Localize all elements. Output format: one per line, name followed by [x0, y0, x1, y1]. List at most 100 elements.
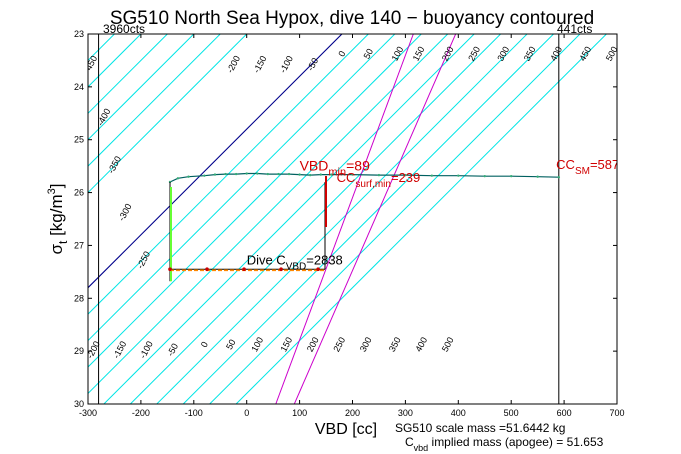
vbd-min-annotation-value: =89: [346, 157, 370, 173]
profile-point-23: [536, 175, 539, 178]
x-tick-label-10: 700: [609, 408, 624, 418]
y-axis-label-main: σ: [47, 244, 66, 255]
profile-point-9: [266, 172, 270, 176]
profile-point-8: [256, 172, 259, 175]
contour-line-5: [88, 34, 168, 114]
y-axis-label-close: ]: [47, 184, 66, 189]
y-tick-label-7: 30: [74, 399, 84, 409]
cc-surf-annotation-main: CC: [337, 170, 356, 185]
x-tick-label-3: 0: [244, 408, 249, 418]
cc-sm-annotation-main: CC: [556, 157, 575, 172]
vbd-min-annotation-sub: min: [328, 166, 346, 178]
vbd-min-annotation-main: VBD: [300, 157, 329, 173]
magenta-line-1: [293, 34, 457, 404]
y-tick-label-5: 28: [74, 293, 84, 303]
dive-point-2: [242, 267, 246, 272]
tick-layer: [87, 33, 618, 405]
counts-right-label: 441cts: [557, 22, 592, 36]
y-axis-label-sub: t: [56, 240, 70, 244]
contour-line-11: [88, 34, 396, 342]
y-tick-label-0: 23: [74, 29, 84, 39]
contour-label-top-9: 0: [336, 49, 347, 58]
implied-mass-sub: vbd: [414, 443, 429, 453]
profile-point-7: [245, 172, 248, 175]
y-axis-label-exp: 3: [46, 188, 58, 194]
contour-line-13: [88, 34, 449, 395]
profile-point-5: [224, 172, 227, 176]
contour-line-10: [88, 34, 369, 315]
chart-title: SG510 North Sea Hypox, dive 140 − buoyan…: [110, 8, 594, 29]
dive-c-annotation-main: Dive C: [247, 252, 286, 267]
dive-c-annotation-value: =2838: [306, 252, 343, 267]
cc-surf-annotation-sub: surf,min: [355, 179, 391, 190]
x-tick-label-5: 200: [345, 408, 360, 418]
dive-point-3: [279, 267, 283, 272]
counts-left-label: 3960cts: [103, 22, 145, 36]
contour-line-17: [182, 34, 554, 404]
profile-point-20: [457, 174, 460, 177]
y-axis-label-text: σt [kg/m3]: [46, 184, 70, 255]
contour-line-15: [129, 34, 501, 404]
implied-mass-label: Cvbd implied mass (apogee) = 51.653: [405, 435, 604, 453]
contour-line-6: [88, 34, 195, 141]
dive-c-annotation: Dive CVBD=2838: [247, 252, 343, 272]
profile-point-4: [213, 173, 217, 176]
y-tick-label-2: 25: [74, 135, 84, 145]
profile-point-22: [510, 174, 513, 178]
profile-point-13: [308, 173, 312, 177]
y-tick-label-4: 27: [74, 240, 84, 250]
profile-point-19: [430, 174, 434, 177]
profile-point-10: [277, 172, 280, 176]
implied-mass-main: C: [405, 435, 414, 449]
contour-line-8: [88, 34, 248, 194]
x-tick-label-4: 100: [292, 408, 307, 418]
scale-mass-label: SG510 scale mass =51.6442 kg: [395, 421, 565, 435]
profile-point-16: [351, 173, 354, 176]
contour-line-14: [103, 34, 475, 404]
profile-point-6: [234, 172, 238, 176]
cc-surf-annotation-value: =239: [391, 170, 420, 185]
magenta-line-0: [275, 34, 414, 404]
cc-surf-annotation: CCsurf,min=239: [337, 170, 421, 190]
profile-point-1: [176, 177, 180, 180]
y-tick-label-1: 24: [74, 82, 84, 92]
cc-sm-annotation-value: =587.9745: [590, 157, 652, 172]
x-tick-label-1: -200: [132, 408, 150, 418]
contour-label-top-0: -450: [82, 54, 99, 75]
contour-label-bottom-5: 50: [224, 338, 238, 352]
y-tick-label-3: 26: [74, 188, 84, 198]
profile-point-21: [483, 174, 486, 178]
dive-c-annotation-sub: VBD: [286, 261, 307, 272]
vbd-min-annotation: VBDmin=89: [300, 157, 370, 178]
x-tick-label-2: -100: [185, 408, 203, 418]
contour-line-19: [235, 34, 607, 404]
label-layer: -300 -200 -100 0 100 200 300 400 500 600 700232425…: [74, 29, 625, 418]
dive-point-4: [316, 267, 320, 272]
x-tick-label-9: 600: [557, 408, 572, 418]
x-tick-label-7: 400: [451, 408, 466, 418]
profile-point-18: [404, 173, 407, 177]
x-tick-label-0: -300: [79, 408, 97, 418]
cc-sm-annotation: CCSM=587.9745: [556, 157, 652, 177]
cc-sm-annotation-sub: SM: [575, 166, 590, 177]
profile-point-24: [557, 176, 561, 179]
contour-line-16: [156, 34, 528, 404]
contour-line-9: [88, 34, 343, 289]
x-axis-label: VBD [cc]: [315, 421, 377, 438]
x-tick-label-8: 500: [504, 408, 519, 418]
profile-point-12: [298, 173, 301, 176]
x-tick-label-6: 300: [398, 408, 413, 418]
profile-point-14: [319, 173, 322, 176]
profile-point-11: [287, 172, 291, 176]
contour-line-12: [88, 34, 422, 368]
contour-line-7: [88, 34, 221, 167]
profile-point-2: [187, 175, 190, 178]
contour-label-top-10: 50: [362, 47, 376, 61]
dive-point-0: [168, 267, 172, 272]
y-axis-label-unit: [kg/m: [47, 194, 66, 240]
profile-point-3: [203, 174, 206, 177]
contour-label-bottom-4: 0: [199, 340, 210, 349]
data-layer: VBDmin=89CCsurf,min=239CCSM=587.9745Dive…: [168, 157, 652, 282]
